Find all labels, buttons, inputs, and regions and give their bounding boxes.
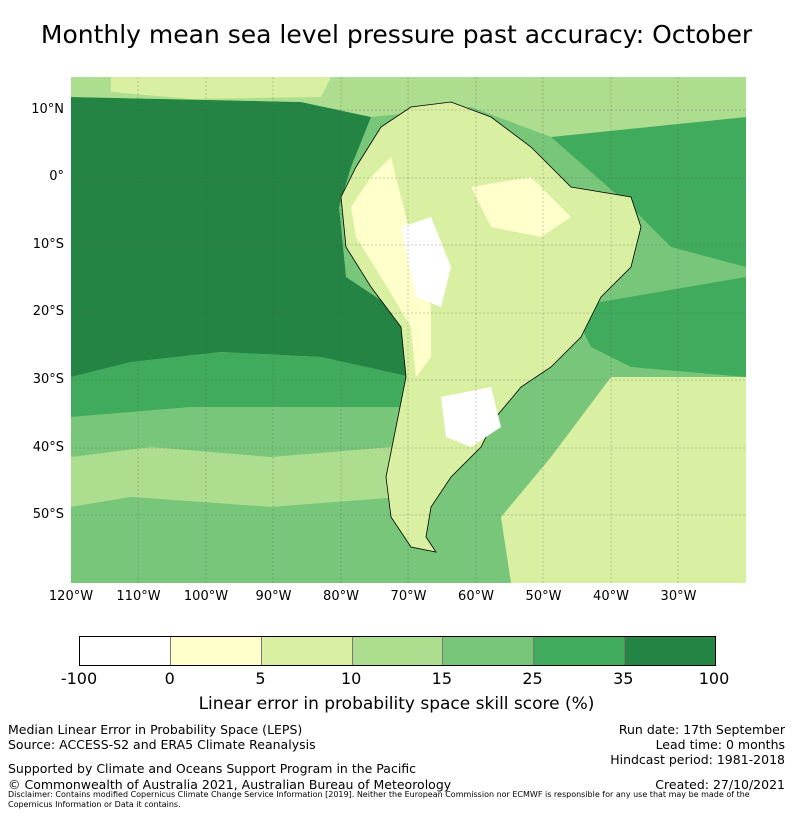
latitude-label: 20°S [32,304,64,319]
colorbar-tick-label: -100 [60,669,98,688]
footer-left: Median Linear Error in Probability Space… [8,722,316,752]
colorbar-tick-label: 10 [340,669,362,688]
longitude-label: 40°W [593,589,629,604]
created-date: Created: 27/10/2021 [655,777,785,792]
longitude-label: 110°W [116,589,161,604]
lead-time: Lead time: 0 months [655,737,785,752]
andes-low-skill [351,157,431,377]
copyright-line: © Commonwealth of Australia 2021, Austra… [8,777,452,792]
run-date: Run date: 17th September [618,722,785,737]
colorbar-tick-label: 15 [431,669,453,688]
longitude-label: 100°W [183,589,229,604]
colorbar-segment [443,637,535,665]
north-atlantic-region [551,117,746,267]
latitude-label: 50°S [32,507,64,522]
colorbar-tick-label: 5 [255,669,266,688]
colorbar-segment [261,637,353,665]
longitude-label: 120°W [48,589,94,604]
latitude-label: 30°S [32,372,64,387]
pacific-high-skill-region [71,97,411,377]
footer-right: Run date: 17th September Lead time: 0 mo… [610,722,785,767]
colorbar-segment [80,637,171,665]
longitude-label: 80°W [323,589,359,604]
far-south-band [71,497,401,583]
disclaimer: Disclaimer: Contains modified Copernicus… [8,790,750,809]
caribbean-light [111,77,331,99]
colorbar-tick-label: 0 [164,669,175,688]
amazon-mid-skill [471,177,571,237]
colorbar-tick-label: 100 [698,669,730,688]
latitude-label: 10°S [32,237,64,252]
colorbar [79,636,716,666]
longitude-label: 90°W [255,589,292,604]
chart-title: Monthly mean sea level pressure past acc… [40,20,753,49]
colorbar-segment [352,637,444,665]
south-atlantic-light [501,377,746,583]
latitude-label: 10°N [31,102,64,117]
southern-ocean-band [71,447,401,507]
colorbar-segment [534,637,626,665]
pampas-zero-skill [441,387,501,447]
longitude-label: 30°W [660,589,697,604]
latitude-label: 0° [49,169,64,184]
support-line: Supported by Climate and Oceans Support … [8,761,417,776]
method-line: Median Linear Error in Probability Space… [8,722,303,737]
latitude-label: 40°S [32,440,64,455]
pacific-mid-region [71,352,411,417]
colorbar-label: Linear error in probability space skill … [198,694,595,714]
longitude-label: 60°W [458,589,494,604]
hindcast-period: Hindcast period: 1981-2018 [610,752,785,767]
colorbar-segment [170,637,262,665]
skill-score-map [71,77,746,583]
altiplano-zero-skill [401,217,451,307]
longitude-label: 70°W [390,589,427,604]
graticule [71,77,746,583]
source-line: Source: ACCESS-S2 and ERA5 Climate Reana… [8,737,316,752]
colorbar-tick-label: 25 [522,669,543,688]
colorbar-segment [625,637,716,665]
south-pacific-band [71,407,401,457]
colorbar-tick-label: 35 [613,669,634,688]
longitude-label: 50°W [525,589,562,604]
south-atlantic-region [571,277,746,377]
